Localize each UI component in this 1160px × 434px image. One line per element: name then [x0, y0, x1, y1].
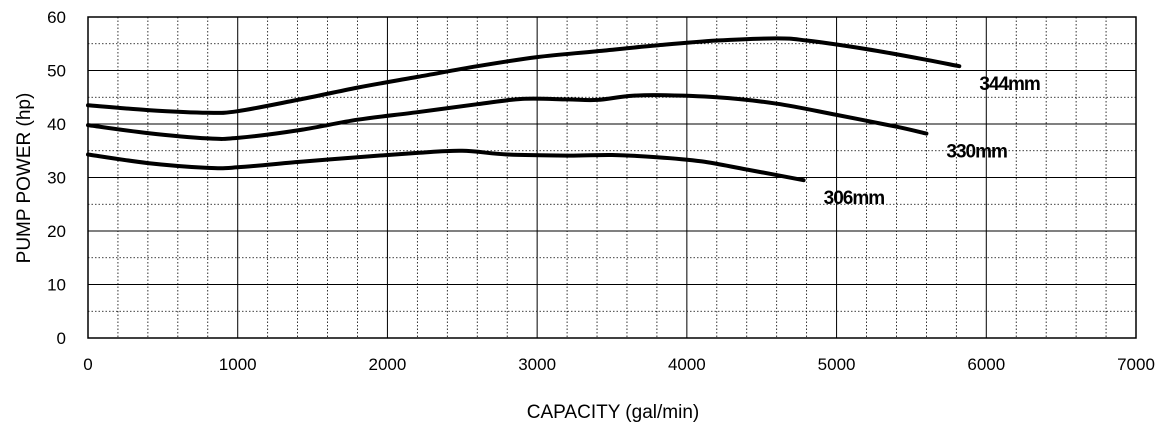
- y-tick-label: 40: [47, 115, 66, 134]
- series-lines: [86, 36, 962, 183]
- plot-frame: [87, 16, 1137, 339]
- series-line-330mm: [86, 93, 929, 141]
- x-axis-title: CAPACITY (gal/min): [527, 402, 699, 423]
- series-labels: 344mm 330mm 306mm: [824, 74, 1041, 209]
- y-tick-label: 50: [47, 62, 66, 81]
- x-tick-label: 5000: [818, 355, 856, 374]
- x-tick-label: 2000: [369, 355, 407, 374]
- y-tick-label: 60: [47, 8, 66, 27]
- series-line-306mm: [86, 148, 806, 183]
- series-line-344mm: [86, 36, 962, 115]
- x-tick-label: 0: [83, 355, 92, 374]
- y-tick-label: 30: [47, 169, 66, 188]
- y-tick-label: 20: [47, 222, 66, 241]
- tick-labels: 0 1000 2000 3000 4000 5000 6000 7000 0 10 20 30 40 50…: [47, 8, 1155, 374]
- series-label-306mm: 306mm: [824, 188, 885, 209]
- series-label-344mm: 344mm: [979, 74, 1040, 95]
- x-tick-label: 6000: [967, 355, 1005, 374]
- y-axis-title: PUMP POWER (hp): [14, 93, 35, 264]
- x-tick-label: 7000: [1117, 355, 1155, 374]
- y-tick-label: 0: [57, 329, 66, 348]
- x-tick-label: 1000: [219, 355, 257, 374]
- grid: [87, 16, 1137, 339]
- series-label-330mm: 330mm: [946, 142, 1007, 163]
- x-tick-label: 4000: [668, 355, 706, 374]
- y-tick-label: 10: [47, 276, 66, 295]
- x-tick-label: 3000: [518, 355, 556, 374]
